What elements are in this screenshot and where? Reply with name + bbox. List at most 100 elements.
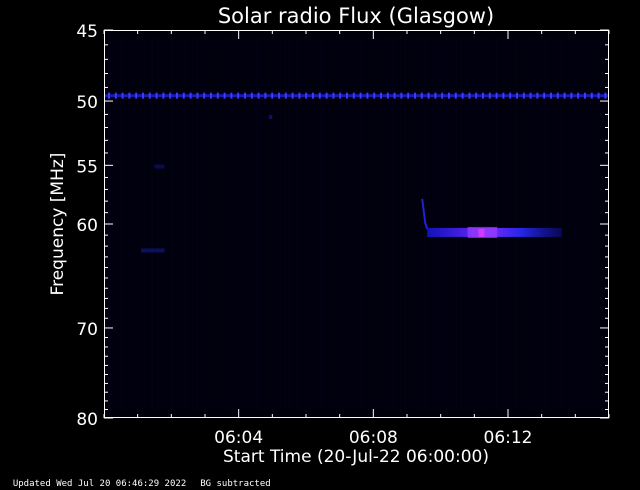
noise-streak <box>144 38 145 410</box>
noise-streak <box>176 38 177 410</box>
noise-streak <box>508 38 509 410</box>
interference-dot <box>434 92 437 99</box>
noise-streak <box>142 38 143 410</box>
noise-streak <box>482 38 483 410</box>
interference-dot <box>468 92 471 99</box>
interference-dot <box>128 92 131 99</box>
noise-streak <box>332 38 333 410</box>
interference-dot <box>448 92 450 99</box>
interference-dot <box>284 92 287 99</box>
noise-streak <box>308 38 309 410</box>
noise-streak <box>404 38 405 410</box>
noise-streak <box>554 38 555 410</box>
noise-streak <box>352 38 353 410</box>
noise-streak <box>542 38 543 410</box>
noise-streak <box>282 38 283 410</box>
noise-streak <box>500 38 501 410</box>
noise-streak <box>232 38 233 410</box>
interference-dot <box>509 92 512 99</box>
noise-streak <box>258 38 259 410</box>
noise-streak <box>168 38 169 410</box>
noise-streak <box>484 38 485 410</box>
noise-streak <box>202 38 203 410</box>
noise-streak <box>130 38 131 410</box>
noise-streak <box>220 38 221 410</box>
noise-streak <box>410 38 411 410</box>
noise-streak <box>338 38 339 410</box>
interference-dot <box>522 92 525 99</box>
noise-streak <box>244 38 245 410</box>
noise-streak <box>552 38 553 410</box>
noise-streak <box>212 38 213 410</box>
noise-streak <box>162 38 163 410</box>
noise-streak <box>326 38 327 410</box>
noise-streak <box>366 38 367 410</box>
interference-dot <box>556 92 559 99</box>
interference-dot <box>529 92 532 99</box>
interference-dot <box>121 92 124 99</box>
noise-streak <box>528 38 529 410</box>
noise-streak <box>438 38 439 410</box>
noise-streak <box>496 38 497 410</box>
noise-streak <box>132 38 133 410</box>
noise-streak <box>572 38 573 410</box>
interference-dot <box>502 92 505 99</box>
noise-streak <box>298 38 299 410</box>
interference-dot <box>380 92 382 99</box>
noise-streak <box>414 38 415 410</box>
noise-streak <box>236 38 237 410</box>
interference-dot <box>203 92 206 99</box>
noise-streak <box>238 38 239 410</box>
interference-dot <box>189 92 192 99</box>
noise-streak <box>584 38 585 410</box>
noise-streak <box>322 38 323 410</box>
noise-streak <box>502 38 503 410</box>
noise-streak <box>530 38 531 410</box>
noise-streak <box>192 38 193 410</box>
interference-dot <box>346 92 348 99</box>
noise-streak <box>342 38 343 410</box>
noise-streak <box>432 38 433 410</box>
noise-streak <box>594 38 595 410</box>
noise-streak <box>368 38 369 410</box>
noise-streak <box>376 38 377 410</box>
interference-dot <box>488 92 491 99</box>
noise-streak <box>534 38 535 410</box>
noise-streak <box>384 38 385 410</box>
noise-streak <box>436 38 437 410</box>
noise-streak <box>596 38 597 410</box>
noise-streak <box>186 38 187 410</box>
noise-streak <box>312 38 313 410</box>
noise-streak <box>424 38 425 410</box>
noise-streak <box>200 38 201 410</box>
noise-streak <box>492 38 493 410</box>
noise-streak <box>544 38 545 410</box>
noise-streak <box>344 38 345 410</box>
noise-streak <box>124 38 125 410</box>
interference-dot <box>332 92 335 99</box>
burst-onset <box>421 198 429 230</box>
noise-streak <box>516 38 517 410</box>
noise-streak <box>148 38 149 410</box>
noise-streak <box>548 38 549 410</box>
noise-streak <box>498 38 499 410</box>
noise-streak <box>348 38 349 410</box>
noise-streak <box>264 38 265 410</box>
noise-streak <box>230 38 231 410</box>
interference-dot <box>359 92 362 99</box>
noise-streak <box>272 38 273 410</box>
noise-streak <box>372 38 373 410</box>
noise-streak <box>262 38 263 410</box>
noise-streak <box>216 38 217 410</box>
noise-streak <box>462 38 463 410</box>
y-tick-label: 50 <box>76 93 98 113</box>
interference-dot <box>162 92 165 99</box>
noise-streak <box>382 38 383 410</box>
noise-streak <box>206 38 207 410</box>
noise-streak <box>452 38 453 410</box>
noise-streak <box>360 38 361 410</box>
interference-dot <box>393 92 396 99</box>
interference-dot <box>454 92 457 99</box>
noise-streak <box>156 38 157 410</box>
noise-streak <box>434 38 435 410</box>
